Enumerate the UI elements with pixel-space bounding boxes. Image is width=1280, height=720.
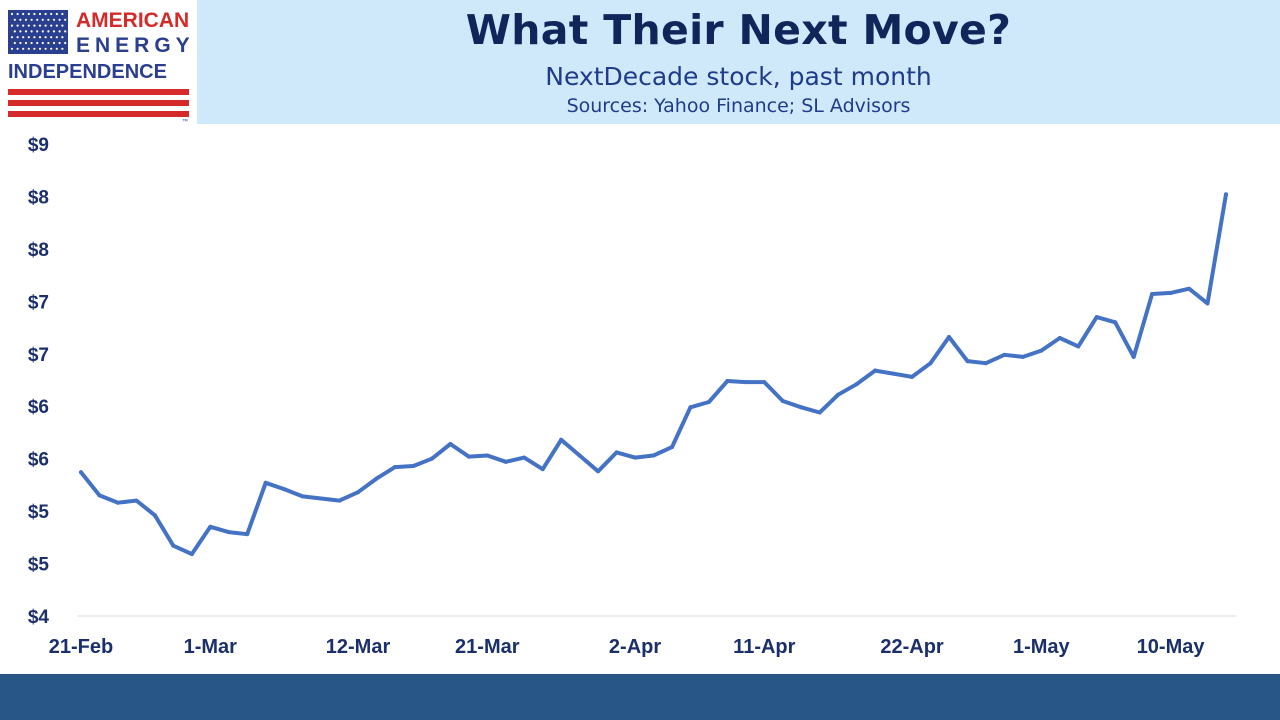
footer-bar xyxy=(0,674,1280,720)
data-point xyxy=(836,392,841,397)
data-point xyxy=(429,456,434,461)
x-tick-label: 22-Apr xyxy=(880,636,944,658)
data-point xyxy=(263,480,268,485)
data-point xyxy=(1039,348,1044,353)
data-point xyxy=(946,334,951,339)
data-point xyxy=(374,476,379,481)
data-point xyxy=(725,379,730,384)
data-point xyxy=(1205,301,1210,306)
data-point xyxy=(540,467,545,472)
data-point xyxy=(891,371,896,376)
data-point xyxy=(577,453,582,458)
data-point xyxy=(189,552,194,557)
x-tick-label: 1-May xyxy=(1013,636,1071,658)
data-point xyxy=(134,498,139,503)
x-tick-label: 21-Mar xyxy=(455,636,520,658)
data-point xyxy=(1168,290,1173,295)
data-point xyxy=(706,400,711,405)
data-point xyxy=(485,453,490,458)
chart-subtitle: NextDecade stock, past month xyxy=(545,62,932,91)
data-point xyxy=(873,368,878,373)
y-tick-label: $9 xyxy=(28,135,49,156)
data-point xyxy=(1131,354,1136,359)
data-point xyxy=(522,455,527,460)
data-point xyxy=(633,455,638,460)
data-point xyxy=(448,441,453,446)
x-tick-label: 11-Apr xyxy=(733,636,795,658)
y-tick-label: $6 xyxy=(28,397,49,418)
data-point xyxy=(1150,291,1155,296)
data-point xyxy=(780,398,785,403)
logo-text-american: AMERICAN xyxy=(76,9,189,32)
data-point xyxy=(171,543,176,548)
x-tick-label: 21-Feb xyxy=(49,636,113,658)
data-point xyxy=(337,498,342,503)
data-point xyxy=(503,459,508,464)
series-line-nextdecade xyxy=(79,192,1228,557)
y-tick-label: $8 xyxy=(28,187,49,208)
y-tick-label: $7 xyxy=(28,292,49,313)
data-point xyxy=(596,469,601,474)
data-point xyxy=(1002,352,1007,357)
data-point xyxy=(743,380,748,385)
data-point xyxy=(411,464,416,469)
data-point xyxy=(983,361,988,366)
x-tick-label: 2-Apr xyxy=(609,636,661,658)
data-point xyxy=(392,465,397,470)
x-axis-labels: 21-Feb 1-Mar 12-Mar 21-Mar 2-Apr 11-Apr 22-Apr… xyxy=(49,636,1206,658)
data-points xyxy=(79,192,1228,557)
y-axis-labels: $4 $5 $5 $6 $6 $7 $7 $8 $8 $9 xyxy=(28,135,50,628)
data-point xyxy=(854,382,859,387)
data-point xyxy=(97,493,102,498)
american-energy-independence-logo: AMERICAN ENERGY INDEPENDENCE ™ xyxy=(0,0,197,125)
data-point xyxy=(1076,344,1081,349)
x-tick-label: 1-Mar xyxy=(184,636,238,658)
logo-text-independence: INDEPENDENCE xyxy=(8,61,167,83)
data-point xyxy=(799,405,804,410)
data-point xyxy=(79,470,83,475)
logo-trademark: ™ xyxy=(182,118,188,124)
data-point xyxy=(1113,320,1118,325)
logo-text-energy: ENERGY xyxy=(76,34,195,57)
data-point xyxy=(928,361,933,366)
data-point xyxy=(300,494,305,499)
data-point xyxy=(1020,354,1025,359)
y-tick-label: $5 xyxy=(28,555,50,576)
data-point xyxy=(319,496,324,501)
data-point xyxy=(1057,336,1062,341)
header-banner xyxy=(197,0,1280,124)
data-point xyxy=(1094,315,1099,320)
y-tick-label: $7 xyxy=(28,345,49,366)
data-point xyxy=(115,500,120,505)
data-point xyxy=(282,487,287,492)
flag-logo-icon: AMERICAN ENERGY INDEPENDENCE ™ xyxy=(8,9,195,125)
data-point xyxy=(688,405,693,410)
data-point xyxy=(669,445,674,450)
data-point xyxy=(466,454,471,459)
data-point xyxy=(817,410,822,415)
line-chart: $4$5$5$6$6$7$7$8$8$9 21-Feb 1-Mar 12-Mar 21… xyxy=(28,135,1236,658)
data-point xyxy=(614,450,619,455)
data-point xyxy=(226,530,231,535)
data-point xyxy=(1187,286,1192,291)
x-tick-label: 10-May xyxy=(1137,636,1206,658)
data-point xyxy=(762,380,767,385)
y-tick-label: $5 xyxy=(28,502,50,523)
y-tick-label: $8 xyxy=(28,240,49,261)
data-point xyxy=(152,513,157,518)
data-point xyxy=(1224,192,1228,197)
data-point xyxy=(559,437,564,442)
data-point xyxy=(651,453,656,458)
y-tick-label: $4 xyxy=(28,607,50,628)
data-point xyxy=(245,532,250,537)
data-point xyxy=(356,490,361,495)
chart-source: Sources: Yahoo Finance; SL Advisors xyxy=(566,95,911,117)
x-tick-label: 12-Mar xyxy=(326,636,391,658)
data-point xyxy=(965,359,970,364)
data-point xyxy=(208,524,213,529)
y-tick-label: $6 xyxy=(28,450,49,471)
chart-title: What Their Next Move? xyxy=(465,6,1012,54)
data-point xyxy=(910,374,915,379)
